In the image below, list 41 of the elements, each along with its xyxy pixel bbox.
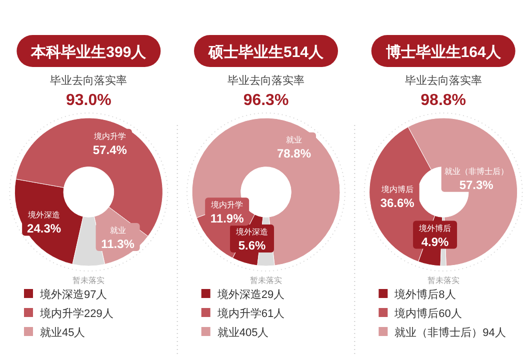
slice-label: 境外博后 [418, 224, 452, 233]
text: 就业（非博士后）94人 [394, 326, 506, 339]
slice-label: 就业 [110, 226, 126, 235]
text: 96.3% [243, 92, 289, 109]
slice-label: 境内升学 11.9% [205, 198, 250, 226]
text: 93.0% [66, 92, 112, 109]
text: 就业45人 [40, 326, 86, 339]
slice-label: 境内升学 [210, 200, 244, 210]
text: 境外博后8人 [394, 288, 456, 301]
chart-title: 本科毕业生399人 [30, 44, 148, 61]
text: 境外深造97人 [39, 288, 108, 301]
slice-label: 境外深造 [27, 210, 60, 220]
text: 境外深造29人 [216, 288, 285, 301]
text: 境内升学61人 [216, 307, 285, 320]
text: 境内升学229人 [39, 307, 114, 320]
slice-label: 境内升学 [92, 132, 126, 141]
data-label: 4.9% [421, 234, 450, 249]
text: 98.8% [420, 92, 466, 109]
chart-subtitle: 毕业去向落实率 [50, 74, 128, 87]
chart-title: 博士毕业生164人 [384, 44, 502, 61]
slice-label: 暂未落实 [72, 276, 105, 285]
text: 就业405人 [217, 326, 269, 339]
data-label: 11.9% [210, 212, 244, 226]
chart-subtitle: 毕业去向落实率 [404, 74, 482, 87]
slice-label: 就业（非博士后） [444, 166, 508, 176]
chart-title: 硕士毕业生514人 [207, 44, 325, 61]
slice-label: 暂未落实 [250, 276, 282, 285]
chart-subtitle: 毕业去向落实率 [228, 74, 304, 87]
data-label: 57.3% [459, 178, 494, 192]
slice-label: 就业 11.3% [96, 222, 140, 251]
data-label: 24.3% [27, 222, 62, 236]
slice-label: 境内博后 [380, 185, 414, 194]
slice-label: 就业 [286, 135, 302, 144]
data-label: 78.8% [276, 146, 312, 160]
slice-label: 暂未落实 [427, 276, 460, 285]
text: 境内博后60人 [394, 307, 462, 320]
data-label: 57.4% [92, 142, 128, 157]
donut-slice [192, 118, 340, 266]
data-label: 36.6% [380, 196, 415, 210]
data-label: 11.3% [101, 236, 135, 251]
slice-label: 境外博后 4.9% [413, 220, 458, 249]
